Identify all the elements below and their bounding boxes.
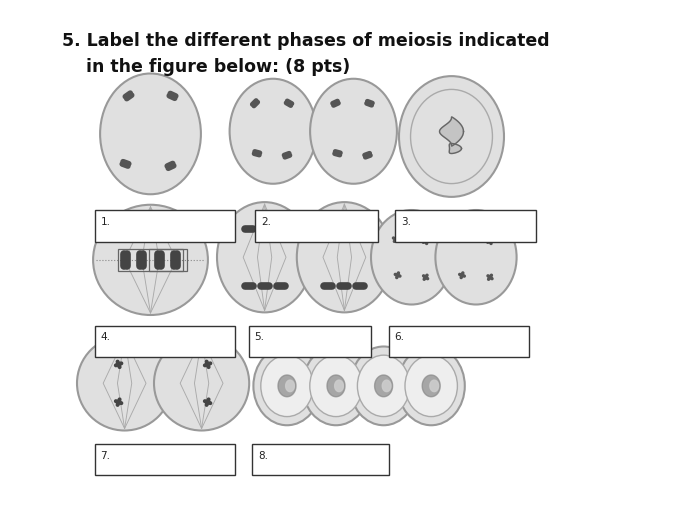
Ellipse shape xyxy=(350,346,417,425)
Polygon shape xyxy=(278,375,296,397)
Bar xyxy=(94,444,234,475)
Text: 5.: 5. xyxy=(255,332,265,342)
Ellipse shape xyxy=(358,355,409,417)
Polygon shape xyxy=(335,380,343,392)
Ellipse shape xyxy=(399,76,504,197)
Bar xyxy=(395,210,536,242)
Ellipse shape xyxy=(261,355,313,417)
Ellipse shape xyxy=(100,74,201,194)
Polygon shape xyxy=(422,375,440,397)
Text: 3.: 3. xyxy=(402,217,412,227)
Bar xyxy=(248,326,371,357)
Text: 7.: 7. xyxy=(101,450,111,460)
Text: 2.: 2. xyxy=(262,217,272,227)
Polygon shape xyxy=(440,117,463,146)
Ellipse shape xyxy=(435,210,517,304)
Polygon shape xyxy=(382,380,391,392)
Ellipse shape xyxy=(253,346,321,425)
Bar xyxy=(118,249,183,271)
Ellipse shape xyxy=(154,336,249,430)
Ellipse shape xyxy=(297,202,392,312)
Ellipse shape xyxy=(310,355,362,417)
Ellipse shape xyxy=(230,79,316,184)
Polygon shape xyxy=(327,375,345,397)
Ellipse shape xyxy=(371,210,452,304)
Text: 1.: 1. xyxy=(101,217,111,227)
Ellipse shape xyxy=(217,202,312,312)
Ellipse shape xyxy=(398,346,465,425)
Bar xyxy=(252,444,389,475)
Bar xyxy=(94,326,234,357)
Text: 8.: 8. xyxy=(258,450,268,460)
Bar xyxy=(256,210,378,242)
Polygon shape xyxy=(374,375,393,397)
Ellipse shape xyxy=(93,205,208,315)
Polygon shape xyxy=(430,380,438,392)
Polygon shape xyxy=(286,380,294,392)
Ellipse shape xyxy=(310,79,397,184)
Bar xyxy=(94,210,234,242)
Ellipse shape xyxy=(302,346,370,425)
Text: in the figure below: (8 pts): in the figure below: (8 pts) xyxy=(62,58,350,76)
Text: 6.: 6. xyxy=(395,332,405,342)
Polygon shape xyxy=(449,143,461,153)
Text: 5. Label the different phases of meiosis indicated: 5. Label the different phases of meiosis… xyxy=(62,32,550,50)
Ellipse shape xyxy=(405,355,457,417)
Ellipse shape xyxy=(77,336,172,430)
Text: 4.: 4. xyxy=(101,332,111,342)
Bar xyxy=(389,326,528,357)
Bar xyxy=(148,249,186,271)
